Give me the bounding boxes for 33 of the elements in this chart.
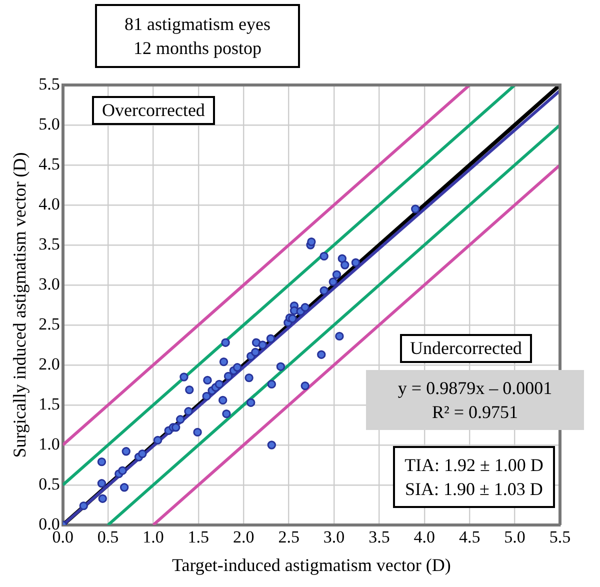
- chart-subtitle: 12 months postop: [132, 37, 262, 60]
- x-tick-label: 2.0: [233, 528, 254, 547]
- y-tick-label: 2.5: [38, 314, 60, 334]
- y-axis-title: Surgically induced astigmatism vector (D): [10, 152, 30, 458]
- y-tick-label: 2.0: [38, 354, 60, 374]
- shaded-box: y = 0.9879x – 0.0001 R² = 0.9751: [366, 370, 584, 430]
- y-tick-label: 5.0: [38, 114, 60, 134]
- x-tick-label: 1.0: [142, 528, 164, 547]
- x-tick-label: 0.5: [97, 528, 119, 547]
- annotation: Undercorrected: [400, 334, 532, 363]
- y-tick-label: 0.5: [38, 474, 60, 494]
- annotation: y = 0.9879x – 0.0001: [396, 377, 554, 400]
- x-tick-label: 4.0: [414, 528, 436, 547]
- annotation: R² = 0.9751: [430, 401, 520, 424]
- y-tick-label: 4.5: [38, 154, 60, 174]
- annotation: Overcorrected: [92, 96, 215, 125]
- x-tick-label: 5.5: [549, 528, 571, 547]
- x-tick-label: 2.5: [278, 528, 300, 547]
- y-tick-label: 1.5: [38, 394, 60, 414]
- x-axis-title: Target-induced astigmatism vector (D): [172, 554, 451, 575]
- annotation: SIA: 1.90 ± 1.03 D: [404, 478, 544, 501]
- y-tick-label: 5.5: [38, 74, 60, 94]
- y-tick-label: 3.5: [38, 234, 60, 254]
- x-tick-label: 3.0: [323, 528, 345, 547]
- x-tick-label: 5.0: [504, 528, 526, 547]
- y-tick-label: 4.0: [38, 194, 60, 214]
- x-tick-label: 4.5: [458, 528, 480, 547]
- chart-title: 81 astigmatism eyes: [124, 13, 272, 36]
- annotation: TIA: 1.92 ± 1.00 D: [404, 454, 544, 477]
- x-tick-label: 1.5: [188, 528, 210, 547]
- y-tick-label: 3.0: [38, 274, 60, 294]
- x-tick-label: 3.5: [368, 528, 390, 547]
- y-tick-label: 1.0: [38, 434, 60, 454]
